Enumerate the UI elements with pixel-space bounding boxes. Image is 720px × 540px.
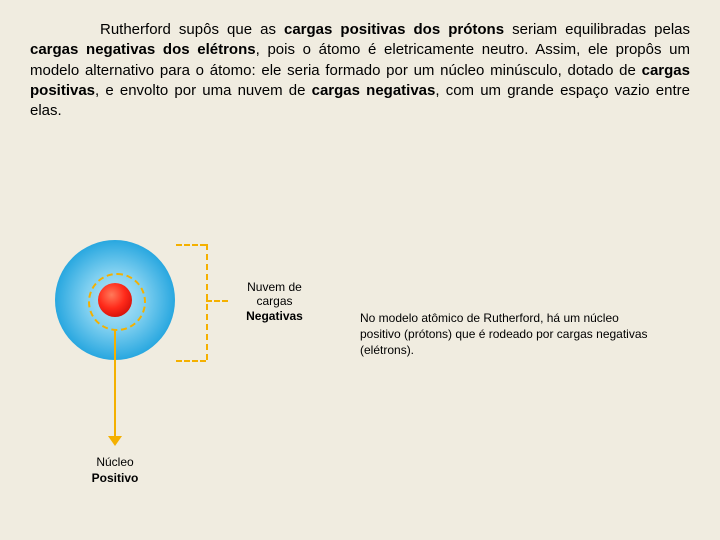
diagram-caption: No modelo atômico de Rutherford, há um n… — [360, 310, 660, 359]
main-paragraph: Rutherford supôs que as cargas positivas… — [30, 20, 690, 121]
brace-mid-line — [206, 300, 228, 302]
para-b4: cargas negativas — [312, 82, 436, 99]
nucleus-line1: Núcleo — [96, 455, 133, 469]
nucleus-leader-arrow-icon — [108, 436, 122, 446]
para-seg1: Rutherford supôs que as — [100, 21, 284, 38]
electron-cloud-label: Nuvem de cargas Negativas — [232, 280, 317, 323]
cloud-line1: Nuvem de — [247, 280, 302, 294]
brace-top-line — [176, 244, 206, 246]
nucleus-label: Núcleo Positivo — [75, 455, 155, 486]
para-seg2: seriam equilibradas pelas — [504, 21, 690, 38]
brace-bot-line — [176, 360, 206, 362]
para-seg4: , e envolto por uma nuvem de — [95, 82, 312, 99]
brace-vertical-line — [206, 244, 208, 360]
nucleus-icon — [98, 283, 132, 317]
para-b2: cargas negativas dos elétrons — [30, 41, 256, 58]
cloud-line3: Negativas — [246, 309, 303, 323]
cloud-line2: cargas — [256, 294, 292, 308]
nucleus-line2: Positivo — [92, 471, 139, 485]
para-b1: cargas positivas dos prótons — [284, 21, 504, 38]
nucleus-leader-line — [114, 330, 116, 440]
